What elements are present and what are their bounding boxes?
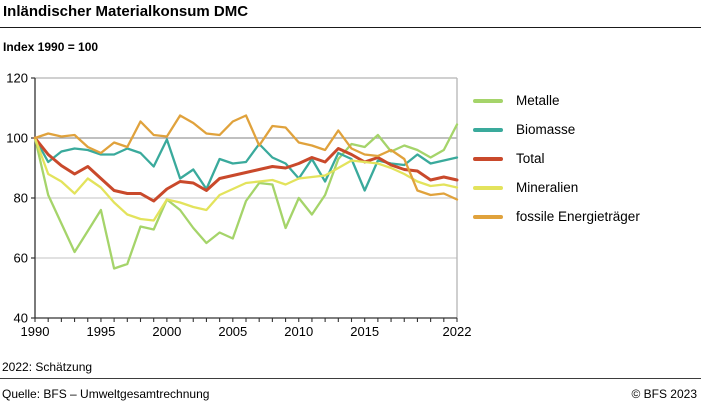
x-tick-label: 2000 bbox=[152, 324, 181, 339]
x-tick-label: 2005 bbox=[218, 324, 247, 339]
y-tick-label: 120 bbox=[6, 71, 28, 86]
legend-swatch-mineralien bbox=[473, 185, 503, 190]
y-tick-label: 80 bbox=[14, 191, 28, 206]
y-tick-label: 100 bbox=[6, 131, 28, 146]
legend-swatch-metalle bbox=[473, 98, 503, 103]
estimate-footnote: 2022: Schätzung bbox=[2, 360, 93, 374]
copyright-text: © BFS 2023 bbox=[631, 387, 697, 401]
footer-divider bbox=[0, 378, 701, 379]
legend-label-total: Total bbox=[516, 151, 545, 166]
y-tick-label: 40 bbox=[14, 311, 28, 326]
legend-label-fossile-energietr-ger: fossile Energieträger bbox=[516, 209, 640, 224]
series-line-metalle bbox=[33, 123, 459, 270]
legend-swatch-total bbox=[473, 156, 503, 161]
legend-label-mineralien: Mineralien bbox=[516, 180, 579, 195]
title-divider bbox=[0, 27, 701, 28]
legend-item-biomasse: Biomasse bbox=[473, 115, 640, 144]
legend-label-metalle: Metalle bbox=[516, 93, 560, 108]
legend-label-biomasse: Biomasse bbox=[516, 122, 576, 137]
series-line-fossile-energietr-ger bbox=[33, 114, 459, 201]
x-tick-label: 2022 bbox=[443, 324, 472, 339]
legend-item-metalle: Metalle bbox=[473, 86, 640, 115]
x-tick-label: 2010 bbox=[284, 324, 313, 339]
x-tick-label: 1995 bbox=[86, 324, 115, 339]
series-line-total bbox=[33, 136, 459, 203]
index-note: Index 1990 = 100 bbox=[3, 40, 99, 54]
legend-swatch-fossile-energietr-ger bbox=[473, 214, 503, 219]
legend-item-total: Total bbox=[473, 144, 640, 173]
x-tick-label: 2015 bbox=[350, 324, 379, 339]
series-line-mineralien bbox=[33, 136, 459, 222]
page-title: Inländischer Materialkonsum DMC bbox=[3, 3, 249, 20]
x-tick-label: 1990 bbox=[21, 324, 50, 339]
legend-swatch-biomasse bbox=[473, 127, 503, 132]
y-tick-label: 60 bbox=[14, 251, 28, 266]
source-text: Quelle: BFS – Umweltgesamtrechnung bbox=[2, 387, 210, 401]
legend-item-mineralien: Mineralien bbox=[473, 173, 640, 202]
chart-legend: Metalle Biomasse Total Mineralien fossile En… bbox=[473, 86, 640, 231]
legend-item-fossile-energietr-ger: fossile Energieträger bbox=[473, 202, 640, 231]
